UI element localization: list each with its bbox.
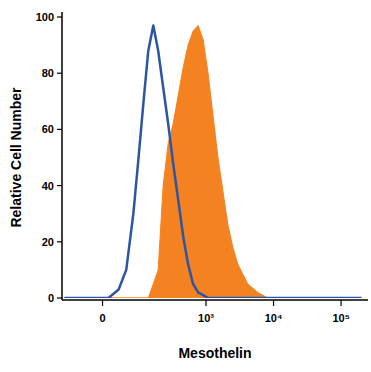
x-axis-title: Mesothelin — [178, 345, 251, 361]
y-tick-label: 100 — [36, 11, 54, 23]
x-axis-line — [62, 299, 368, 301]
y-tick-label: 20 — [42, 236, 54, 248]
y-axis-line — [61, 12, 63, 300]
y-tick-label: 40 — [42, 180, 54, 192]
y-tick-label: 60 — [42, 123, 54, 135]
y-tick — [57, 73, 62, 74]
x-tick-label: 10⁴ — [265, 312, 283, 324]
y-tick-label: 0 — [48, 292, 54, 304]
x-tick-label: 10³ — [198, 312, 214, 324]
x-tick — [102, 300, 103, 306]
histogram-area — [64, 25, 361, 298]
y-tick — [57, 129, 62, 130]
x-tick — [205, 300, 206, 306]
x-tick-label: 10⁵ — [332, 312, 349, 324]
y-axis-title: Relative Cell Number — [8, 87, 24, 228]
y-tick — [57, 297, 62, 298]
plot-marks — [64, 25, 361, 298]
x-tick-label: 0 — [99, 312, 105, 324]
y-tick — [57, 16, 62, 17]
y-tick-label: 80 — [42, 67, 54, 79]
histogram-line — [64, 25, 361, 298]
y-tick — [57, 241, 62, 242]
x-tick — [341, 300, 342, 306]
y-tick — [57, 185, 62, 186]
x-tick — [273, 300, 274, 306]
